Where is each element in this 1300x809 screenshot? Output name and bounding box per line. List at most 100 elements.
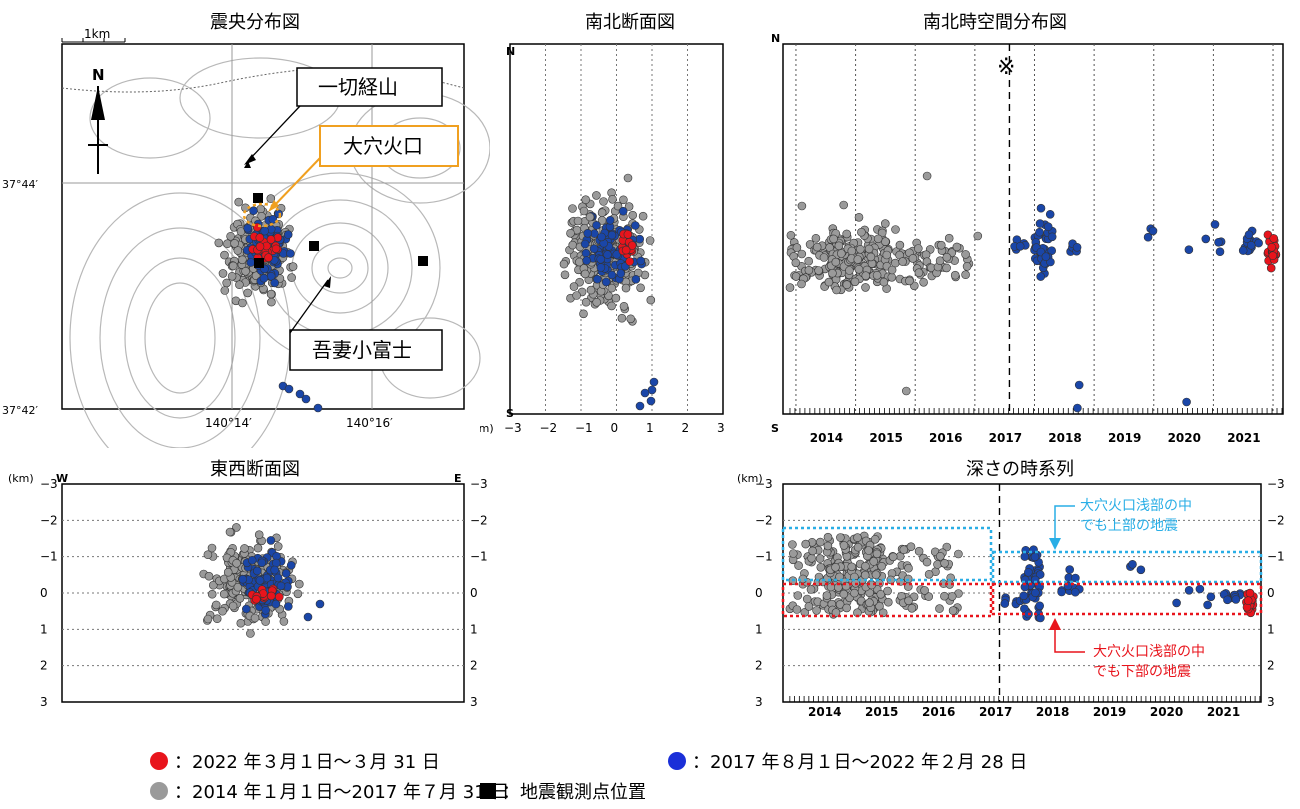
dt-event-blue bbox=[1020, 552, 1030, 561]
ns-time-year-label: 2015 bbox=[869, 431, 902, 445]
ns-time-event-gray bbox=[850, 277, 860, 287]
ns-time-event-gray bbox=[837, 249, 846, 258]
ns-event-red bbox=[623, 230, 633, 239]
ns-time-event-gray bbox=[898, 257, 907, 266]
ns-time-event-gray bbox=[944, 233, 954, 243]
ns-time-event-gray bbox=[962, 262, 972, 271]
issaikyo-box bbox=[296, 67, 443, 107]
ns-time-event-blue bbox=[1045, 210, 1055, 219]
dt-event-blue bbox=[1172, 598, 1181, 608]
ns-event-blue bbox=[640, 388, 650, 398]
ew-event-red bbox=[274, 592, 284, 602]
ew-tick-label-left: −1 bbox=[40, 550, 58, 564]
dt-event-gray bbox=[940, 559, 949, 568]
map-events bbox=[214, 194, 323, 413]
ns-event-gray bbox=[568, 240, 577, 250]
ew-event-gray bbox=[236, 618, 246, 628]
ns-event-gray bbox=[621, 283, 631, 293]
ns-event-gray bbox=[599, 197, 608, 206]
contour-line bbox=[124, 257, 236, 419]
map-event-gray bbox=[230, 239, 239, 248]
ns-event-blue bbox=[596, 263, 606, 272]
epicenter-map: 1km N 一切経山 大穴火口 吾妻小富士 bbox=[0, 27, 491, 484]
ns-time-event-gray bbox=[891, 225, 900, 234]
dt-event-gray bbox=[839, 589, 849, 599]
ns-time-event-gray bbox=[877, 228, 887, 238]
ns-event-red bbox=[621, 245, 631, 255]
dt-event-blue bbox=[1184, 586, 1194, 595]
dt-event-gray bbox=[875, 601, 884, 611]
ns-time-event-gray bbox=[845, 266, 854, 275]
ns-time-event-gray bbox=[792, 243, 802, 252]
legend-blue-label: ：2017 年８月１日～2022 年２月 28 日 bbox=[692, 752, 1028, 773]
ew-event bbox=[303, 612, 313, 622]
ew-event-blue bbox=[281, 569, 291, 578]
map-event-red bbox=[255, 242, 265, 251]
ns-event-red bbox=[625, 257, 634, 266]
ns-time-event-gray bbox=[935, 256, 945, 265]
map-event-blue bbox=[243, 223, 252, 233]
ew-event-gray bbox=[273, 542, 283, 551]
ns-event-blue bbox=[589, 244, 599, 253]
ns-event-gray bbox=[619, 301, 629, 311]
ew-event-red bbox=[266, 591, 276, 601]
ns-section-n: N bbox=[506, 45, 515, 58]
dt-tick-label-left: 1 bbox=[755, 622, 763, 636]
station-marker bbox=[253, 193, 263, 203]
dt-event-gray bbox=[850, 588, 859, 598]
ns-time-event-gray bbox=[881, 219, 890, 228]
scale-label: 1km bbox=[84, 28, 110, 41]
dt-event-gray bbox=[788, 549, 798, 558]
ns-time-event-gray bbox=[937, 240, 946, 250]
lon-left-label: 140°14′ bbox=[205, 416, 252, 430]
ns-time-event-gray bbox=[791, 258, 801, 268]
ns-time-year-label: 2018 bbox=[1048, 431, 1081, 445]
dt-tick-label-left: −2 bbox=[755, 513, 773, 527]
map-event-red bbox=[271, 244, 281, 254]
ns-tick-label: 3 bbox=[717, 421, 725, 435]
ns-section-s: S bbox=[506, 407, 514, 420]
map-stations bbox=[253, 193, 428, 268]
ew-event bbox=[207, 543, 217, 553]
ns-time-event-gray bbox=[832, 285, 841, 295]
station-marker bbox=[309, 241, 319, 251]
depth-time-title: 深さの時系列 bbox=[966, 459, 1074, 480]
station-marker bbox=[254, 258, 264, 268]
dt-event-gray bbox=[792, 605, 802, 614]
ns-event-gray bbox=[560, 270, 570, 280]
ns-time-mark: ※ bbox=[997, 55, 1015, 80]
dt-event-gray bbox=[815, 554, 825, 563]
ew-event-blue bbox=[271, 558, 281, 568]
ns-tick-label: 2 bbox=[682, 421, 690, 435]
map-event-gray bbox=[234, 197, 243, 207]
contour-line bbox=[144, 282, 216, 394]
ew-section-svg: (km) W E −3 −3 −2 −2 −1 −1 0 0 1 1 2 2 3 3 bbox=[8, 472, 488, 709]
ew-unit: (km) bbox=[8, 472, 34, 485]
ns-time-event-gray bbox=[786, 231, 796, 240]
oana-crater-ring bbox=[242, 202, 282, 228]
ns-time-event-gray bbox=[839, 200, 848, 210]
map-event-blue bbox=[246, 258, 256, 267]
ew-event-blue bbox=[247, 556, 257, 565]
ew-event-blue bbox=[286, 561, 296, 570]
ns-time-event-gray bbox=[922, 171, 932, 181]
ew-event bbox=[250, 613, 260, 623]
dt-event-gray bbox=[807, 554, 816, 563]
dt-event-gray bbox=[940, 591, 949, 601]
dt-year-label: 2020 bbox=[1150, 705, 1183, 719]
dt-event-gray bbox=[835, 600, 845, 609]
lon-right-label: 140°16′ bbox=[346, 416, 393, 430]
ns-event-blue bbox=[649, 377, 659, 387]
dt-upper-box-2 bbox=[991, 550, 1263, 584]
ew-event-blue bbox=[257, 558, 267, 568]
ns-event-blue bbox=[605, 216, 615, 225]
ns-section-title: 南北断面図 bbox=[585, 12, 675, 33]
ns-time-event-gray bbox=[914, 268, 924, 277]
dt-event-blue bbox=[1223, 595, 1232, 605]
dt-tick-label-right: 3 bbox=[1267, 695, 1275, 709]
dt-event-gray bbox=[836, 533, 845, 542]
ns-event-blue bbox=[593, 274, 602, 284]
contour-line bbox=[311, 242, 369, 294]
dt-event-gray bbox=[933, 560, 942, 569]
ns-time: N S ※ 2014 2015 2016 2017 2018 2019 2020 2021 bbox=[765, 28, 1300, 448]
